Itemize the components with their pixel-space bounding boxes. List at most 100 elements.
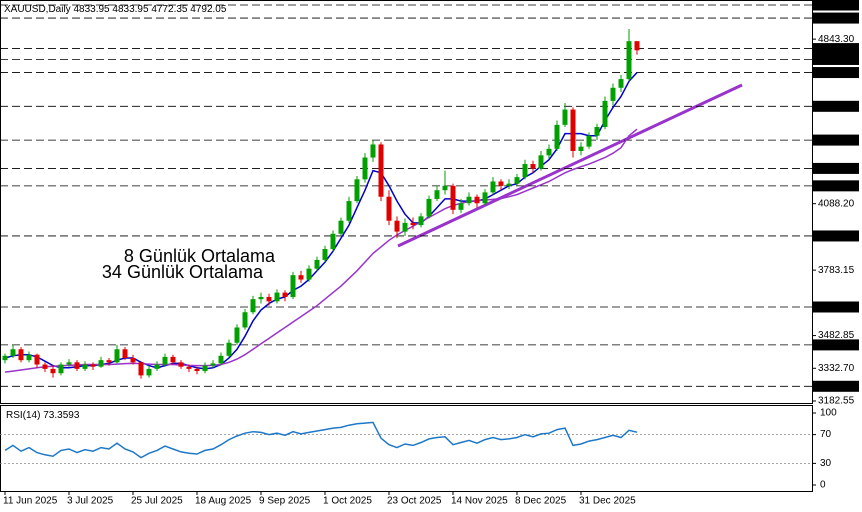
candle-body (402, 222, 408, 232)
candle-body (138, 362, 144, 376)
candle-body (346, 201, 352, 221)
candle-body (530, 164, 536, 169)
candle-body (170, 356, 176, 363)
candle-body (554, 124, 560, 149)
candle-body (450, 185, 456, 210)
candle-body (2, 355, 8, 361)
candle-body (74, 362, 80, 369)
trend-line (397, 83, 743, 248)
candle-body (386, 196, 392, 221)
chart-title: XAUUSD,Daily 4833.95 4833.95 4772.35 479… (4, 4, 227, 15)
level-box (813, 339, 859, 351)
candle-body (18, 349, 24, 361)
candle-body (50, 368, 56, 374)
candle-body (194, 368, 200, 372)
level-label: 4535.00 (816, 101, 853, 112)
candle-body (122, 349, 128, 358)
y-tick-label: 3332.70 (818, 363, 855, 374)
level-label: 4750.00 (816, 54, 853, 65)
candle-body (90, 364, 96, 367)
candle-body (210, 363, 216, 366)
candle-body (242, 312, 248, 328)
candle-body (290, 275, 296, 297)
candle-body (114, 349, 120, 363)
candle-body (202, 365, 208, 372)
candle-body (442, 185, 448, 191)
candle-body (458, 203, 464, 210)
candle-body (522, 164, 528, 178)
x-tick-label: 25 Jul 2025 (131, 496, 183, 507)
candle-body (618, 79, 624, 88)
y-tick-label: 0 (820, 480, 826, 491)
candle-body (322, 249, 328, 260)
x-tick-label: 8 Dec 2025 (515, 496, 567, 507)
candle-body (626, 41, 632, 80)
candle-body (586, 135, 592, 147)
level-label: 4170.00 (816, 180, 853, 191)
x-tick-label: 18 Aug 2025 (195, 496, 252, 507)
y-tick-label: 3783.15 (818, 265, 855, 276)
ohlc-high: 4833.95 (112, 4, 149, 15)
candle-body (186, 366, 192, 369)
candle-body (434, 190, 440, 199)
x-tick-label: 11 Jun 2025 (3, 496, 58, 507)
candle-body (282, 292, 288, 297)
rsi-title: RSI(14) 73.3593 (6, 410, 80, 421)
y-tick-label: 70 (820, 429, 832, 440)
candle-body (394, 220, 400, 232)
y-tick-label: 3182.55 (818, 396, 855, 407)
level-box (813, 67, 859, 79)
level-label: 4940.00 (816, 13, 853, 24)
candle-body (274, 292, 280, 302)
level-label: 3440.00 (816, 340, 853, 351)
x-tick-label: 23 Oct 2025 (387, 496, 442, 507)
level-box (813, 12, 859, 24)
candle-body (130, 357, 136, 363)
ohlc-low: 4772.35 (151, 4, 188, 15)
candle-body (602, 100, 608, 128)
candle-body (218, 355, 224, 364)
candle-body (362, 157, 368, 180)
candle-body (506, 183, 512, 186)
candle-body (562, 109, 568, 125)
rsi-last: 73.3593 (43, 410, 80, 421)
level-label: 3250.00 (816, 381, 853, 392)
level-label: 4380.00 (816, 135, 853, 146)
candle-body (34, 354, 40, 365)
candle-body (146, 368, 152, 376)
candle-body (378, 144, 384, 197)
candle-body (154, 364, 160, 369)
candle-body (234, 327, 240, 343)
x-tick-label: 1 Oct 2025 (323, 496, 372, 507)
candle-body (610, 87, 616, 101)
candle-body (26, 354, 32, 361)
candle-body (514, 177, 520, 184)
candle-body (338, 220, 344, 234)
y-tick-label: 3482.85 (818, 330, 855, 341)
level-box (813, 230, 859, 242)
candle-body (490, 181, 496, 193)
candle-body (82, 364, 88, 369)
level-box (813, 53, 859, 65)
ma-fast-label: 8 Günlük Ortalama (124, 246, 276, 266)
candle-body (66, 362, 72, 365)
rsi-line (4, 421, 638, 459)
candle-body (474, 196, 480, 204)
level-label: 4800.00 (816, 43, 853, 54)
rsi-name: RSI(14) (6, 410, 40, 421)
candle-body (298, 275, 304, 280)
level-box (813, 43, 859, 55)
candle-body (578, 146, 584, 151)
candle-body (266, 296, 272, 302)
symbol: XAUUSD,Daily (4, 4, 71, 15)
ma-slow-label: 34 Günlük Ortalama (102, 262, 264, 282)
candle-body (354, 179, 360, 202)
level-box (813, 380, 859, 392)
ohlc-open: 4833.95 (73, 4, 110, 15)
level-label: 4690.00 (816, 67, 853, 78)
level-box (813, 180, 859, 192)
level-label: 3940.00 (816, 231, 853, 242)
candle-body (546, 148, 552, 156)
